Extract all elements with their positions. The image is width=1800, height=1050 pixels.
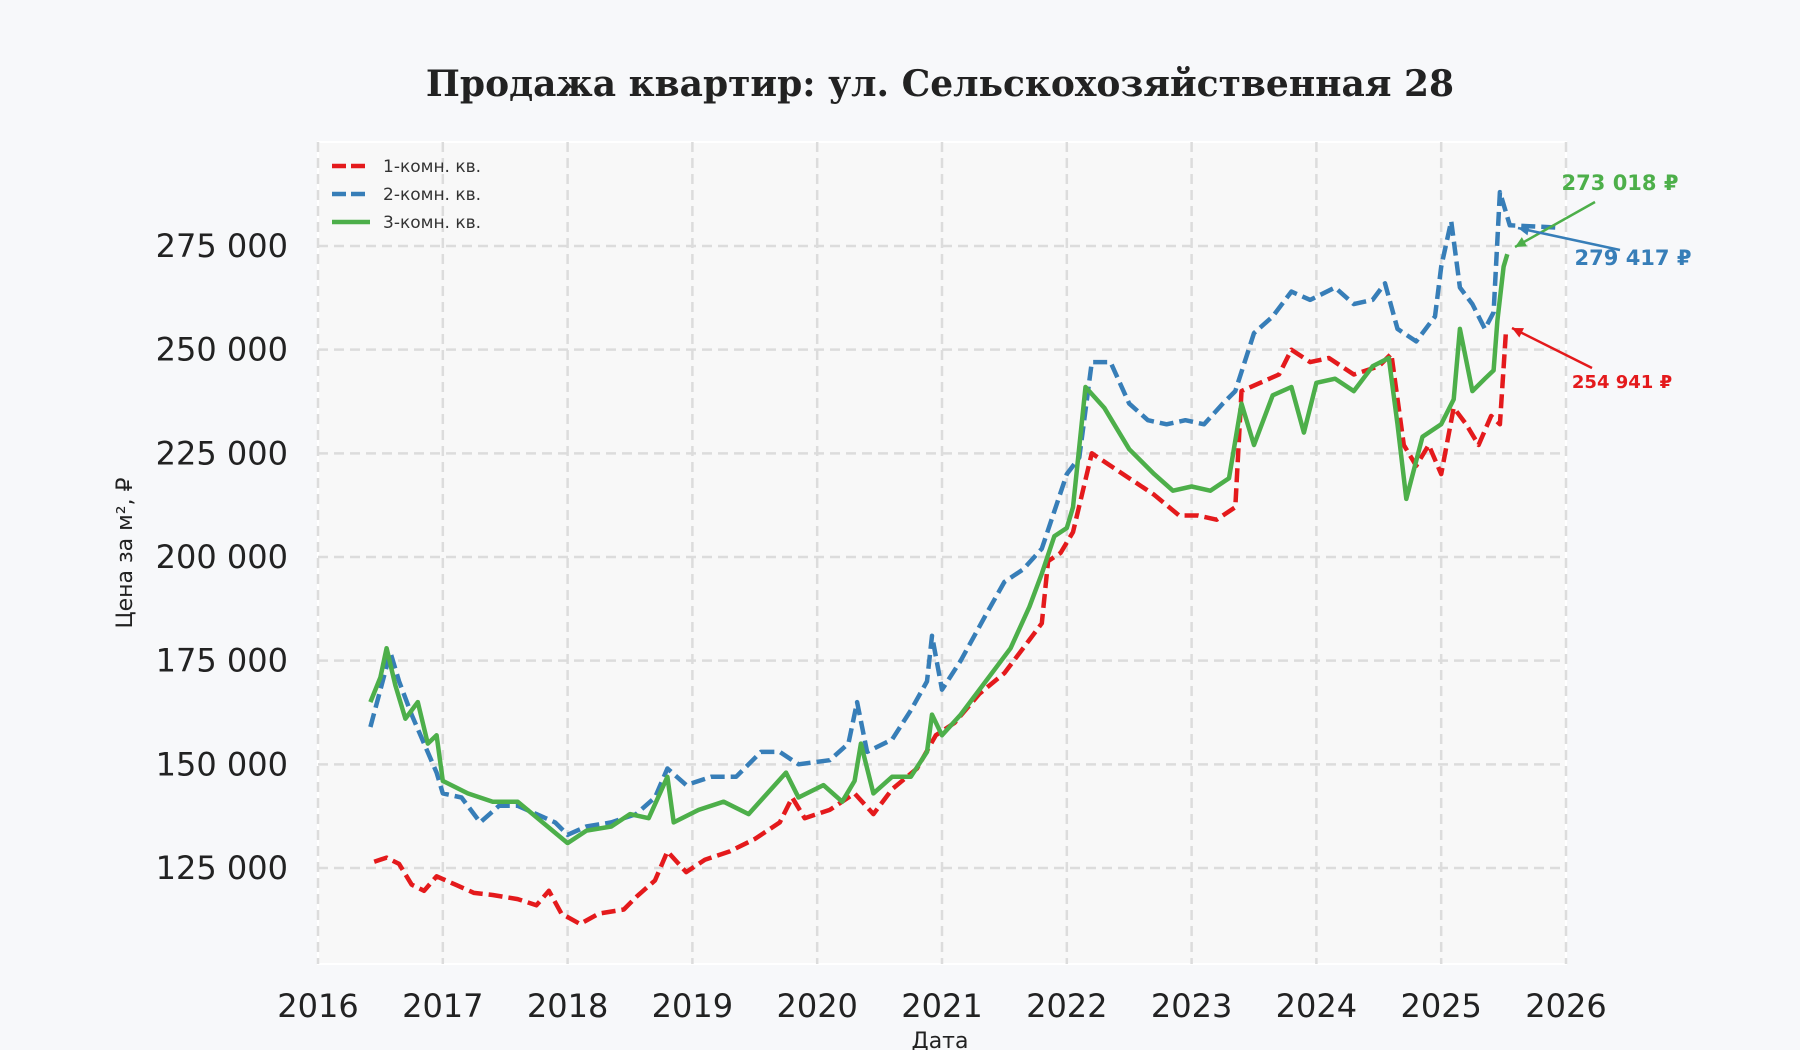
legend-label: 3-комн. кв. bbox=[383, 213, 481, 233]
series-2-room bbox=[368, 189, 1560, 838]
x-tick-label: 2025 bbox=[1400, 987, 1481, 1025]
annotations: 273 018 ₽ 279 417 ₽ 254 941 ₽ bbox=[1511, 171, 1692, 393]
annotation-label: 273 018 ₽ bbox=[1562, 171, 1679, 195]
annotation-label: 279 417 ₽ bbox=[1575, 246, 1692, 270]
y-tick-label: 150 000 bbox=[156, 745, 288, 783]
arrowhead-icon bbox=[1512, 328, 1524, 338]
x-tick-label: 2022 bbox=[1026, 987, 1107, 1025]
annotation-label: 254 941 ₽ bbox=[1572, 372, 1672, 393]
x-tick-label: 2018 bbox=[527, 987, 608, 1025]
y-axis-label: Цена за м², ₽ bbox=[113, 477, 138, 628]
y-tick-label: 125 000 bbox=[156, 849, 288, 887]
legend-label: 2-комн. кв. bbox=[383, 185, 481, 205]
y-axis-ticks: 125 000 150 000 175 000 200 000 225 000 250 0… bbox=[156, 227, 288, 887]
x-tick-label: 2026 bbox=[1525, 987, 1606, 1025]
x-tick-label: 2023 bbox=[1151, 987, 1232, 1025]
x-axis-label: Дата bbox=[912, 1029, 969, 1050]
series-3-room bbox=[368, 253, 1510, 846]
plot-area bbox=[317, 141, 1567, 965]
annotation-arrow bbox=[1511, 326, 1593, 370]
x-tick-label: 2020 bbox=[776, 987, 857, 1025]
y-tick-label: 250 000 bbox=[156, 331, 288, 369]
chart-title: Продажа квартир: ул. Сельскохозяйственна… bbox=[426, 63, 1454, 105]
x-tick-label: 2024 bbox=[1276, 987, 1357, 1025]
arrowhead-icon bbox=[1515, 237, 1527, 247]
y-tick-label: 175 000 bbox=[156, 642, 288, 680]
x-tick-label: 2021 bbox=[901, 987, 982, 1025]
annotation-arrow bbox=[1514, 200, 1596, 249]
y-tick-label: 225 000 bbox=[156, 434, 288, 472]
x-tick-label: 2017 bbox=[402, 987, 483, 1025]
series-lines bbox=[368, 189, 1560, 927]
annotation-arrow bbox=[1517, 226, 1621, 252]
x-tick-label: 2016 bbox=[277, 987, 358, 1025]
y-tick-label: 200 000 bbox=[156, 538, 288, 576]
x-tick-label: 2019 bbox=[652, 987, 733, 1025]
series-1-room bbox=[373, 329, 1509, 927]
y-tick-label: 275 000 bbox=[156, 227, 288, 265]
legend: 1-комн. кв. 2-комн. кв. 3-комн. кв. bbox=[332, 157, 481, 233]
legend-label: 1-комн. кв. bbox=[383, 157, 481, 177]
arrowhead-icon bbox=[1518, 225, 1530, 236]
x-axis-ticks: 2016 2017 2018 2019 2020 2021 2022 2023 2024 2025… bbox=[277, 987, 1606, 1025]
